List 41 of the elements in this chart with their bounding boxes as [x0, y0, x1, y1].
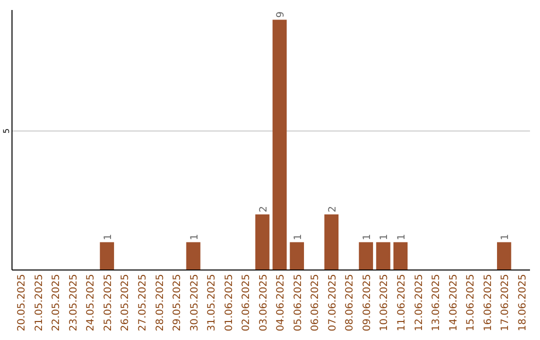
x-tick-label: 12.06.2025: [414, 274, 425, 332]
x-tick-label: 04.06.2025: [276, 274, 287, 332]
x-tick-label: 02.06.2025: [241, 274, 252, 332]
data-label: 1: [292, 234, 304, 240]
x-tick-label: 13.06.2025: [431, 274, 442, 332]
x-tick-label: 26.05.2025: [120, 274, 132, 332]
x-tick-label: 09.06.2025: [362, 274, 373, 332]
x-tick-label: 18.06.2025: [517, 274, 528, 332]
data-label: 2: [327, 206, 338, 212]
x-tick-label: 24.05.2025: [86, 274, 97, 332]
x-tick-label: 03.06.2025: [258, 274, 270, 332]
data-label: 9: [276, 11, 287, 18]
x-tick-label: 01.06.2025: [224, 274, 235, 332]
x-tick-label: 25.05.2025: [102, 274, 114, 332]
x-tick-label: 21.05.2025: [34, 274, 45, 332]
x-tick-label: 14.06.2025: [448, 274, 460, 332]
x-tick-label: 10.06.2025: [379, 274, 390, 332]
data-label: 2: [258, 206, 270, 212]
x-tick-label: 23.05.2025: [68, 274, 80, 332]
x-tick-label: 06.06.2025: [310, 274, 322, 332]
x-tick-label: 16.06.2025: [482, 274, 494, 332]
x-tick-label: 08.06.2025: [344, 274, 356, 332]
x-tick-label: 27.05.2025: [138, 274, 148, 332]
x-tick-label: 29.05.2025: [172, 274, 184, 332]
data-label: 1: [379, 234, 390, 240]
x-tick-label: 30.05.2025: [189, 274, 200, 332]
data-label: 1: [396, 234, 408, 240]
data-label: 1: [189, 234, 200, 240]
x-tick-label: 22.05.2025: [51, 274, 62, 332]
y-tick-label: 5: [2, 128, 11, 134]
x-tick-label: 31.05.2025: [206, 274, 218, 332]
data-label: 1: [500, 234, 512, 240]
x-tick-label: 15.06.2025: [466, 274, 477, 332]
x-tick-label: 28.05.2025: [154, 274, 166, 332]
data-label: 1: [102, 234, 114, 240]
x-tick-label: 17.06.2025: [500, 274, 512, 332]
x-tick-label: 11.06.2025: [396, 274, 408, 332]
x-tick-label: 20.05.2025: [16, 274, 28, 332]
x-tick-label: 07.06.2025: [327, 274, 338, 332]
data-label: 1: [362, 234, 373, 240]
x-tick-label: 05.06.2025: [292, 274, 304, 332]
